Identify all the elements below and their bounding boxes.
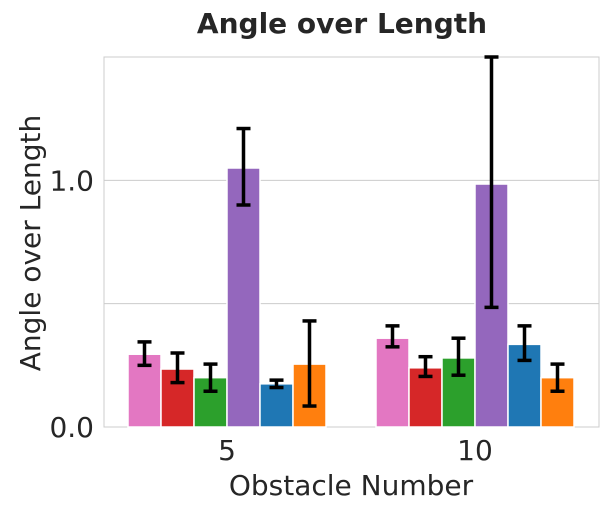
bar — [375, 337, 410, 428]
y-tick-label: 0.0 — [49, 411, 94, 444]
y-tick-label: 1.0 — [49, 164, 94, 197]
y-tick-labels: 0.0 1.0 — [49, 164, 94, 444]
bar — [507, 343, 542, 428]
x-tick-label: 5 — [218, 434, 236, 467]
bars-layer — [127, 167, 575, 428]
bar — [259, 383, 294, 428]
grid-layer — [104, 56, 599, 305]
x-tick-label: 10 — [457, 434, 493, 467]
y-axis-label: Angle over Length — [14, 115, 47, 372]
plot-frame — [103, 56, 600, 428]
error-bars-layer — [137, 55, 565, 408]
x-axis-label: Obstacle Number — [229, 469, 474, 502]
x-tick-labels: 5 10 — [218, 434, 493, 467]
bar — [226, 167, 261, 428]
chart-title: Angle over Length — [197, 7, 487, 40]
